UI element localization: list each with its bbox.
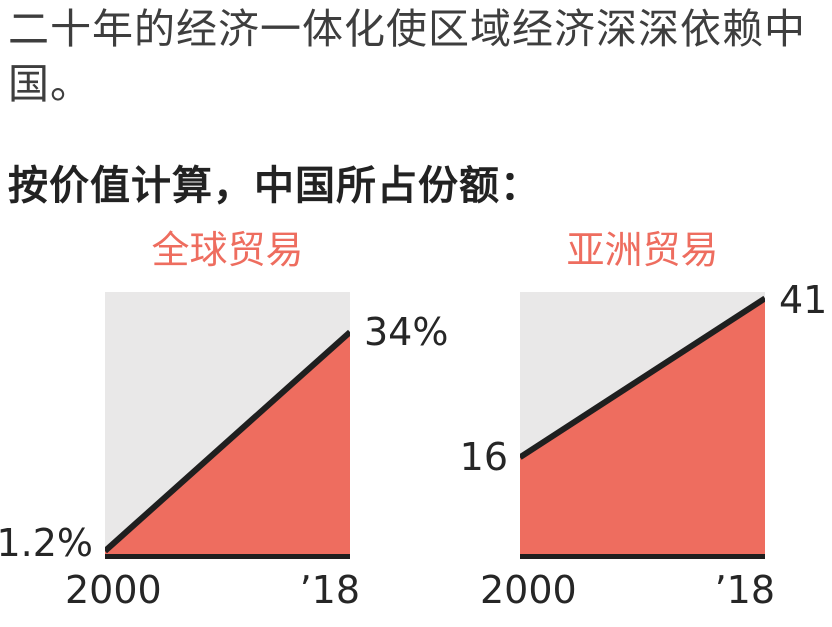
- area-chart-svg-asia-trade: [520, 292, 765, 559]
- trend-line: [520, 295, 765, 460]
- chart-global-trade: 全球贸易 1.2% 34% 2000 ’18: [0, 226, 448, 609]
- chart-title-global-trade: 全球贸易: [151, 228, 304, 272]
- area-fill: [520, 298, 765, 559]
- chart-title-asia-trade: 亚洲贸易: [566, 228, 719, 272]
- value-label-end: 41: [779, 278, 828, 322]
- x-axis-asia-trade: 2000 ’18: [480, 571, 775, 609]
- x-tick-end: ’18: [714, 568, 775, 612]
- value-label-end: 34%: [364, 310, 449, 355]
- value-label-start: 16: [459, 435, 508, 480]
- trend-line: [105, 329, 350, 554]
- x-axis-global-trade: 2000 ’18: [65, 571, 360, 609]
- area-plot-asia-trade: 16 41: [460, 281, 827, 559]
- area-plot-global-trade: 1.2% 34%: [0, 292, 448, 562]
- intro-text: 二十年的经济一体化使区域经济深深依赖中国。: [8, 5, 806, 108]
- value-label-start: 1.2%: [0, 521, 93, 565]
- area-chart-svg-global-trade: [105, 292, 350, 559]
- x-tick-start: 2000: [480, 568, 577, 612]
- chart-asia-trade: 亚洲贸易 16 41 2000 ’18: [460, 226, 828, 609]
- x-tick-end: ’18: [299, 568, 360, 612]
- section-heading: 按价值计算，中国所占份额：: [8, 163, 541, 209]
- x-tick-start: 2000: [65, 568, 162, 612]
